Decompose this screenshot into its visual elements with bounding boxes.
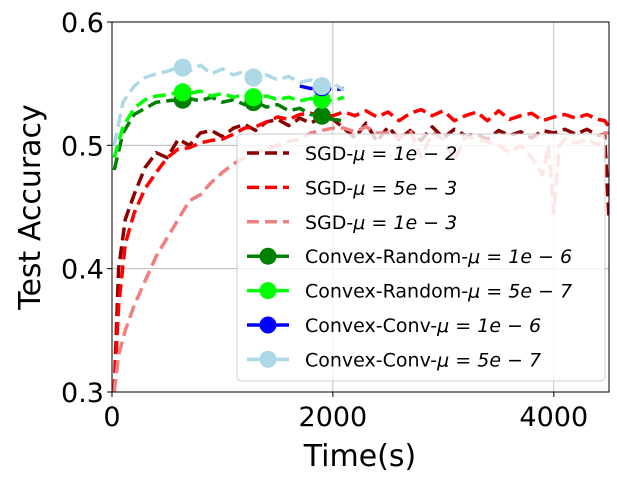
x-tick-label: 2000 (299, 402, 368, 433)
series-marker-4 (173, 83, 192, 102)
series-line-6 (112, 63, 345, 146)
legend-label-text: SGD- (305, 212, 353, 234)
legend-label-text: SGD- (305, 177, 353, 199)
legend-label-math: μ = 1e − 6 (436, 315, 541, 337)
legend-label-math: μ = 5e − 7 (467, 281, 572, 303)
y-tick-label: 0.3 (61, 378, 104, 409)
legend-label-text: Convex-Conv- (305, 349, 437, 371)
legend-label: SGD-μ = 5e − 3 (305, 177, 457, 199)
legend-label-math: μ = 1e − 3 (352, 212, 457, 234)
y-tick-label: 0.4 (61, 255, 104, 286)
legend-box (236, 133, 606, 382)
series-marker-4 (312, 90, 331, 109)
x-tick-label: 0 (103, 402, 120, 433)
series-lines (112, 58, 609, 392)
y-tick-label: 0.5 (61, 131, 104, 162)
legend-label-text: Convex-Random- (305, 246, 468, 268)
legend-label-math: μ = 1e − 2 (352, 143, 457, 165)
plot-frame (111, 21, 610, 393)
legend-label: Convex-Conv-μ = 5e − 7 (305, 349, 541, 371)
x-tick-label: 4000 (519, 402, 588, 433)
legend-label-math: μ = 1e − 6 (467, 246, 572, 268)
series-marker-6 (244, 68, 263, 87)
series-marker-4 (244, 88, 263, 107)
series-line-1 (112, 107, 609, 392)
y-axis-label: Test Accuracy (13, 104, 48, 311)
series-marker-6 (312, 77, 331, 96)
legend-swatch-marker (259, 282, 277, 300)
legend-swatch-marker (259, 350, 277, 368)
legend-label-text: Convex-Conv- (305, 315, 437, 337)
y-tick-label: 0.6 (61, 8, 104, 39)
legend-label: Convex-Random-μ = 5e − 7 (305, 281, 572, 303)
legend-label: Convex-Conv-μ = 1e − 6 (305, 315, 541, 337)
legend-swatch-marker (259, 316, 277, 334)
legend-label: Convex-Random-μ = 1e − 6 (305, 246, 572, 268)
legend-label-math: μ = 5e − 7 (436, 349, 541, 371)
legend-label: SGD-μ = 1e − 3 (305, 212, 457, 234)
legend-label-math: μ = 5e − 3 (352, 177, 457, 199)
axis-ticks: 0 2000 4000 0.3 0.4 0.5 0.6 (61, 8, 588, 433)
series-line-4 (112, 89, 345, 159)
legend-label-text: SGD- (305, 143, 353, 165)
series-marker-6 (173, 58, 192, 77)
legend-swatch-marker (259, 247, 277, 265)
series-marker-3 (312, 106, 331, 125)
series-line-3 (112, 95, 345, 171)
legend-label: SGD-μ = 1e − 2 (305, 143, 457, 165)
x-axis-label: Time(s) (303, 439, 416, 474)
legend-label-text: Convex-Random- (305, 281, 468, 303)
